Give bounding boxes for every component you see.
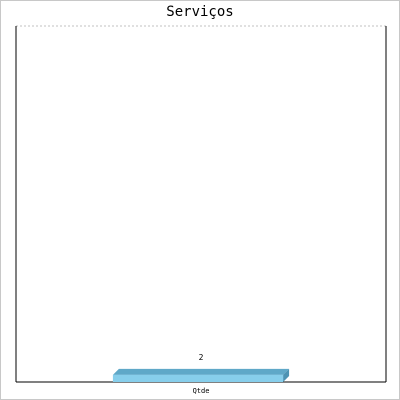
chart-title: Serviços — [166, 4, 234, 20]
bar — [112, 374, 284, 382]
labels-layer: 2 Qtde — [193, 353, 210, 395]
bars-layer — [112, 368, 290, 382]
bar-side-face — [283, 368, 290, 382]
x-tick-label: Qtde — [193, 387, 210, 395]
bar-value-label: 2 — [199, 353, 204, 362]
bar-top-face — [112, 368, 290, 375]
